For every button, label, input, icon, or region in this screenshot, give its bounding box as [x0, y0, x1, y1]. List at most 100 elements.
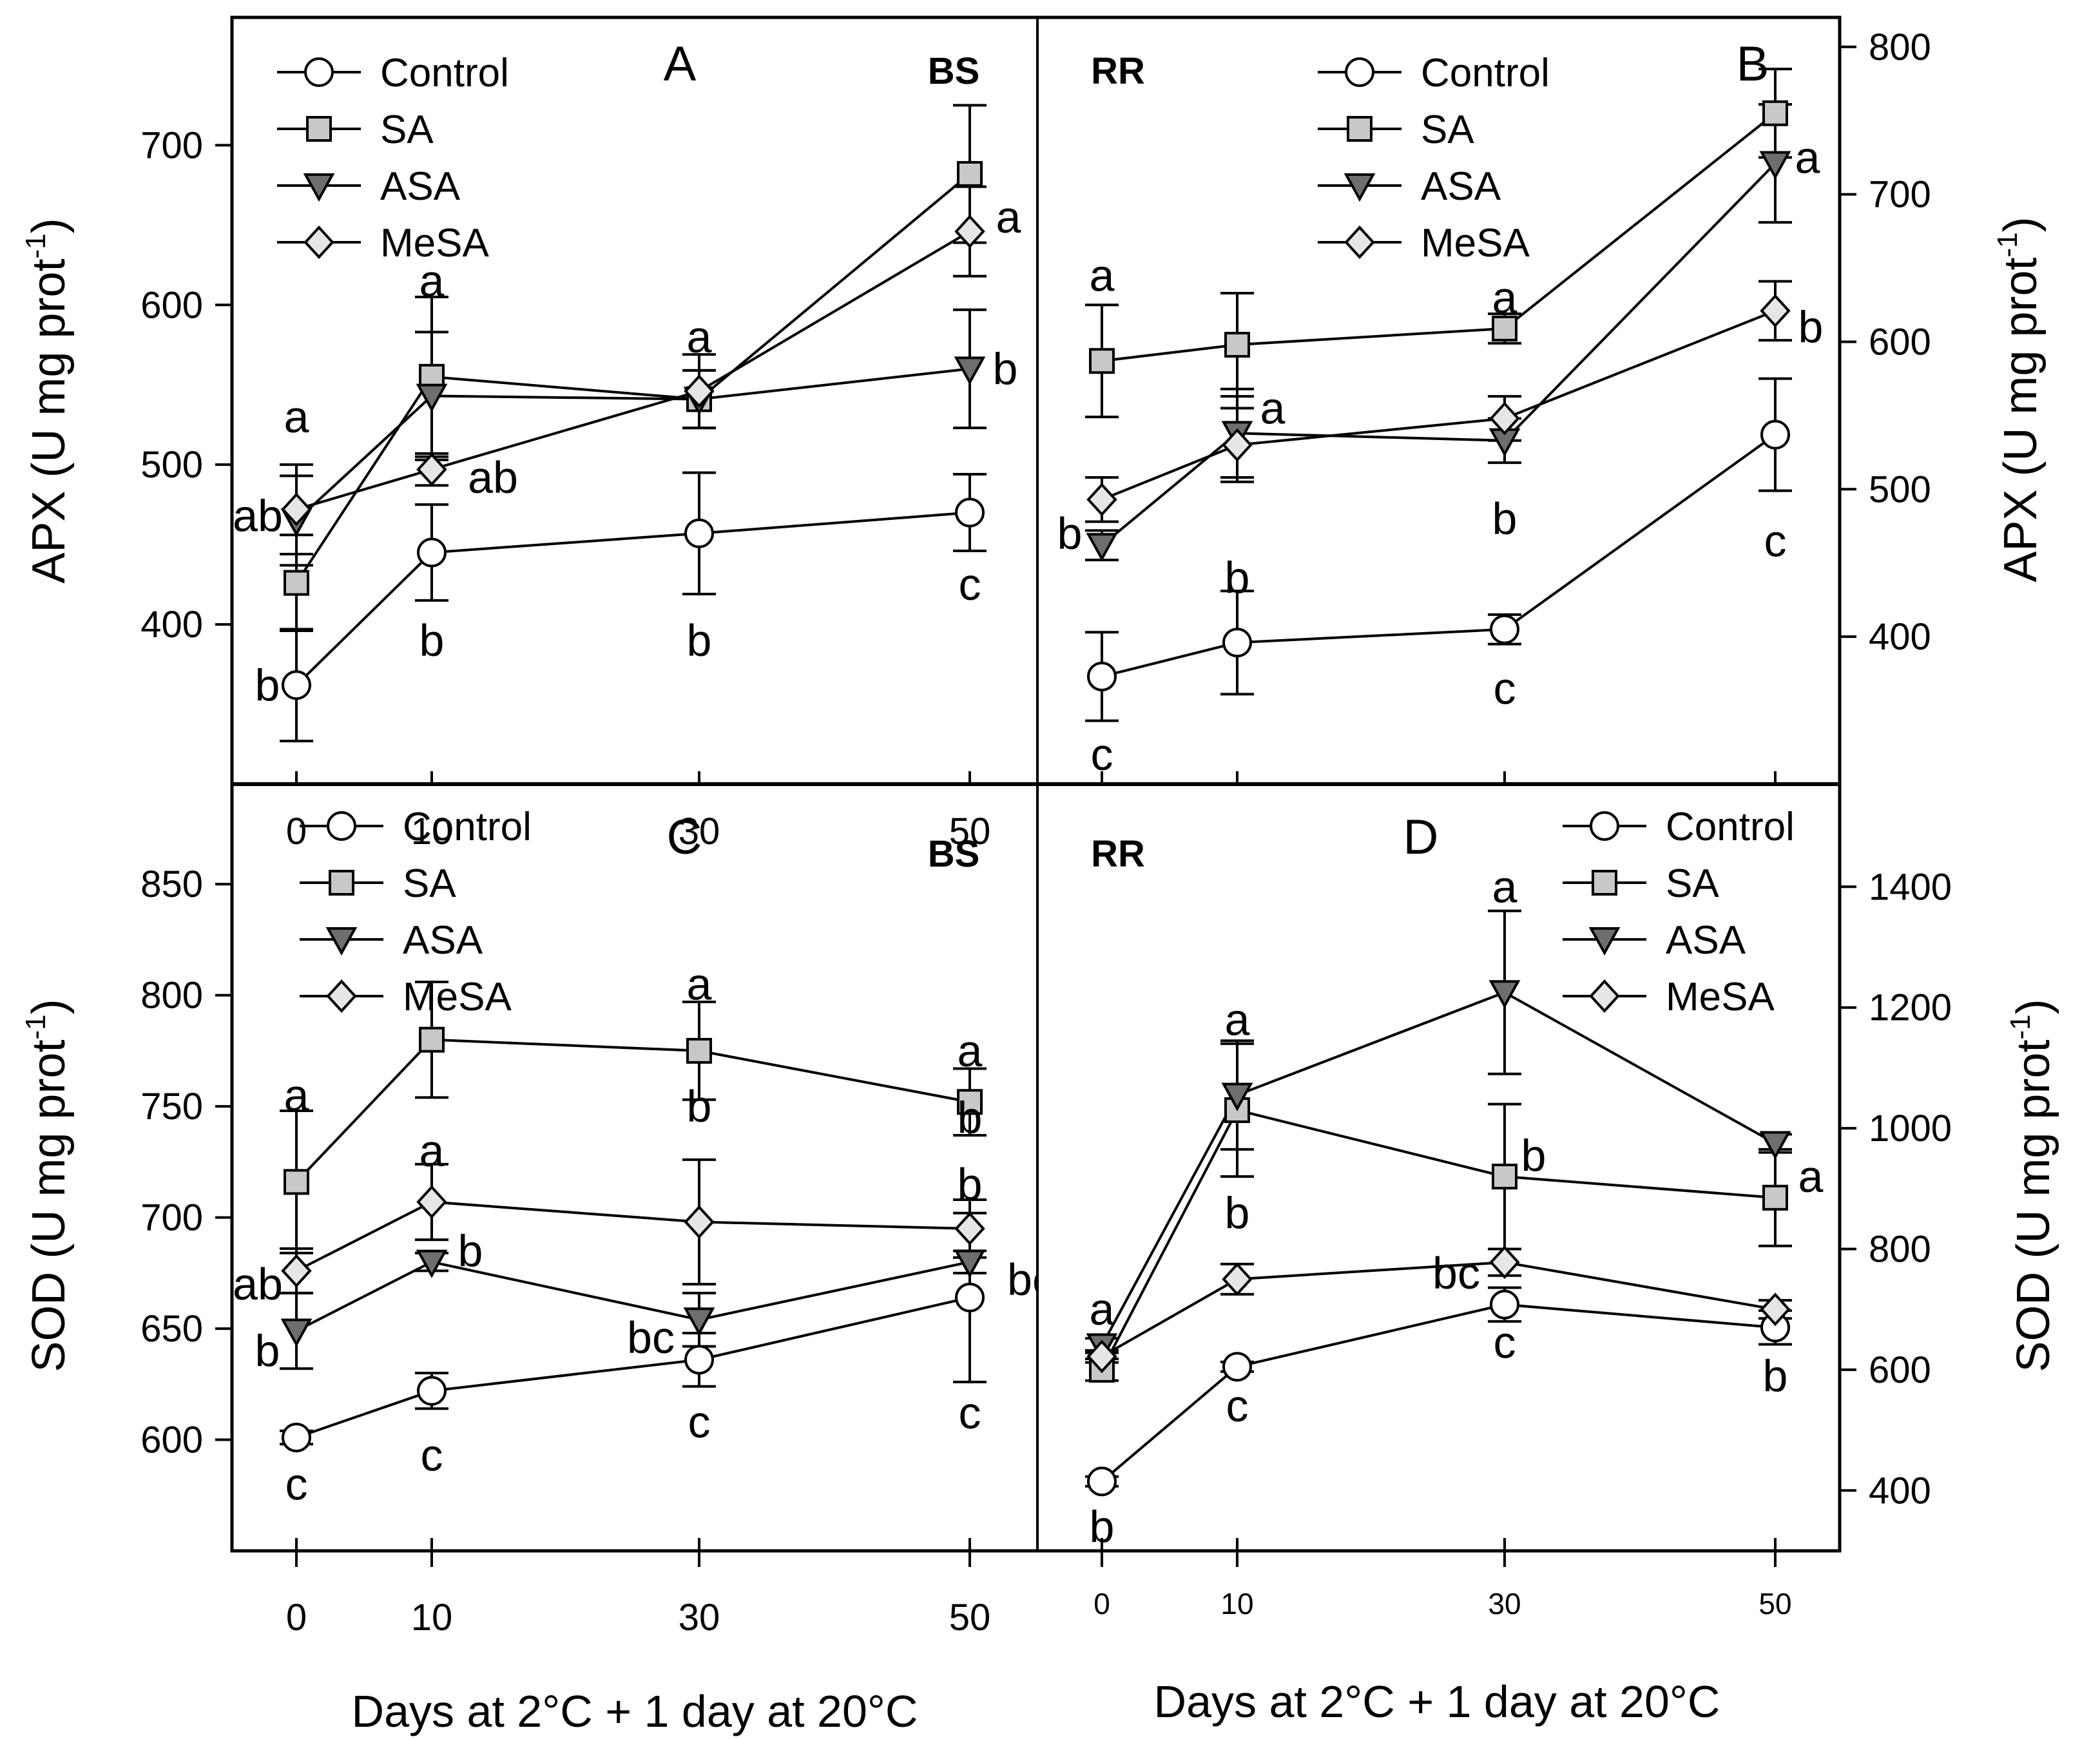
panel-b-significance-letter: a [1492, 273, 1517, 323]
panel-c-x-tick-label: 30 [679, 1597, 720, 1638]
panel-a-x-tick-label: 10 [411, 811, 453, 852]
panel-d-control-point [1087, 1466, 1117, 1497]
panel-c-control-point [955, 1282, 985, 1312]
panel-d-x-tick-label: 50 [1758, 1587, 1791, 1620]
panel-a-mesa-point [684, 374, 715, 408]
panel-a-x-tick-label: 0 [286, 811, 307, 852]
panel-c-sa-point [957, 1089, 983, 1115]
panel-b-legend-label: MeSA [1421, 221, 1530, 265]
panel-c-y-tick-label: 700 [140, 1197, 203, 1239]
panel-a-x-tick-label: 30 [679, 811, 720, 852]
panel-c-asa-point [954, 1249, 986, 1278]
panel-c-asa-point [280, 1318, 313, 1347]
panel-d-sa-point [1762, 1184, 1788, 1211]
panel-a-significance-letter: a [419, 256, 445, 306]
panel-c-significance-letter: c [959, 1388, 981, 1438]
panel-d-legend-label: SA [1666, 861, 1719, 906]
panel-b-legend-label: Control [1421, 51, 1550, 95]
panel-b-legend-label: SA [1421, 108, 1474, 152]
panel-d-y-tick-label: 600 [1869, 1349, 1931, 1391]
panel-d-y-axis-title: SOD (U mg prot-1) [2005, 999, 2059, 1372]
panel-d-asa-point [1221, 1082, 1253, 1111]
panel-b-legend-item-sa: SA [1318, 108, 1474, 152]
panel-c-legend-item-asa: ASA [300, 918, 483, 963]
panel-b-mesa-point [1086, 483, 1117, 517]
panel-d-label: D [1403, 810, 1439, 865]
panel-a-asa-line [295, 367, 970, 522]
panel-c-asa-point [683, 1307, 715, 1336]
panel-a-legend-label: Control [380, 51, 509, 95]
panel-a-legend-marker-sa [306, 116, 332, 142]
panel-a-control-point [684, 518, 714, 548]
panel-c-legend-marker-asa [325, 927, 358, 956]
panel-b-legend-item-asa: ASA [1318, 164, 1501, 209]
panel-b-sa-line [1101, 112, 1777, 363]
panel-d-legend-marker-mesa [1589, 979, 1620, 1013]
panel-d-significance-letter: b [1225, 1187, 1250, 1238]
panel-c-y-axis-title: SOD (U mg prot-1) [20, 999, 75, 1372]
panel-d-legend-item-sa: SA [1563, 861, 1719, 906]
panel-c-significance-letter: bc [1007, 1254, 1055, 1305]
panel-d-significance-letter: a [1090, 1284, 1115, 1334]
panel-c-mesa-point [954, 1211, 985, 1245]
panel-b-y-tick-label: 700 [1869, 174, 1931, 216]
panel-d-x-tick-label: 10 [1220, 1587, 1253, 1620]
panel-d-control-line [1101, 1303, 1776, 1483]
panel-c-significance-letter: b [958, 1159, 983, 1209]
panel-a-y-tick-label: 500 [140, 444, 203, 486]
panel-a-control-point [955, 497, 985, 528]
panel-c-mesa-point [684, 1205, 715, 1239]
panel-c-legend-marker-control [327, 811, 356, 841]
panel-d-x-tick-label: 30 [1488, 1587, 1521, 1620]
panel-d-legend-marker-control [1590, 811, 1619, 841]
panel-d-legend-item-control: Control [1563, 805, 1795, 849]
panel-d-mesa-point [1086, 1340, 1117, 1374]
panel-a-asa-point [416, 383, 448, 412]
panel-c-significance-letter: a [419, 1126, 445, 1176]
panel-c-asa-point [416, 1249, 448, 1278]
panel-c-y-tick-label: 850 [140, 863, 203, 905]
panel-b-asa-point [1759, 151, 1791, 180]
panel-a-control-point [417, 537, 447, 568]
panel-c-sa-point [419, 1026, 445, 1053]
panel-d-y-tick-label: 1200 [1869, 987, 1952, 1029]
panel-d-y-tick-label: 1000 [1869, 1108, 1952, 1149]
panel-c-significance-letter: c [285, 1459, 308, 1510]
panel-b-legend-marker-asa [1344, 173, 1376, 202]
panel-d-mesa-line [1101, 1261, 1776, 1358]
panel-a-significance-letter: c [959, 559, 981, 610]
panel-c-asa-line [296, 1260, 970, 1332]
panel-c-label: C [667, 810, 702, 865]
panel-a-x-tick-label: 50 [949, 811, 991, 852]
panel-c-legend-label: SA [403, 861, 456, 906]
panel-a-sa-point [284, 570, 309, 596]
panel-a-legend-item-mesa: MeSA [277, 221, 489, 265]
panel-c-legend-label: MeSA [403, 975, 512, 1019]
panel-d-significance-letter: c [1226, 1381, 1249, 1431]
panel-d-significance-letter: a [1225, 994, 1250, 1044]
panel-d-legend-label: ASA [1666, 918, 1746, 963]
panel-b-y-tick-label: 500 [1869, 468, 1931, 510]
panel-a-legend-item-control: Control [277, 51, 509, 95]
panel-d-y-tick-label: 1400 [1869, 866, 1952, 908]
panel-a-label: A [664, 37, 697, 91]
panel-a-y-tick-label: 600 [140, 284, 203, 326]
panel-d-significance-letter: bc [1432, 1248, 1480, 1298]
panel-d-legend-marker-sa [1592, 870, 1617, 896]
panel-a-significance-letter: b [419, 615, 445, 666]
panel-c-control-line [296, 1296, 970, 1439]
panel-b-mesa-point [1760, 294, 1791, 328]
panel-c-significance-letter: b [687, 1081, 712, 1131]
panel-c-control-point [282, 1423, 311, 1453]
panel-a-sa-line [295, 173, 971, 584]
panel-c-cultivar-tag: BS [928, 833, 980, 875]
panel-c-legend-marker-mesa [326, 979, 357, 1013]
panel-b-significance-letter: a [1090, 250, 1115, 300]
panel-d-x-tick-label: 0 [1093, 1587, 1110, 1620]
x-axis-title-right: Days at 2°C + 1 day at 20°C [1154, 1677, 1720, 1727]
panel-d-legend-item-mesa: MeSA [1563, 975, 1775, 1019]
